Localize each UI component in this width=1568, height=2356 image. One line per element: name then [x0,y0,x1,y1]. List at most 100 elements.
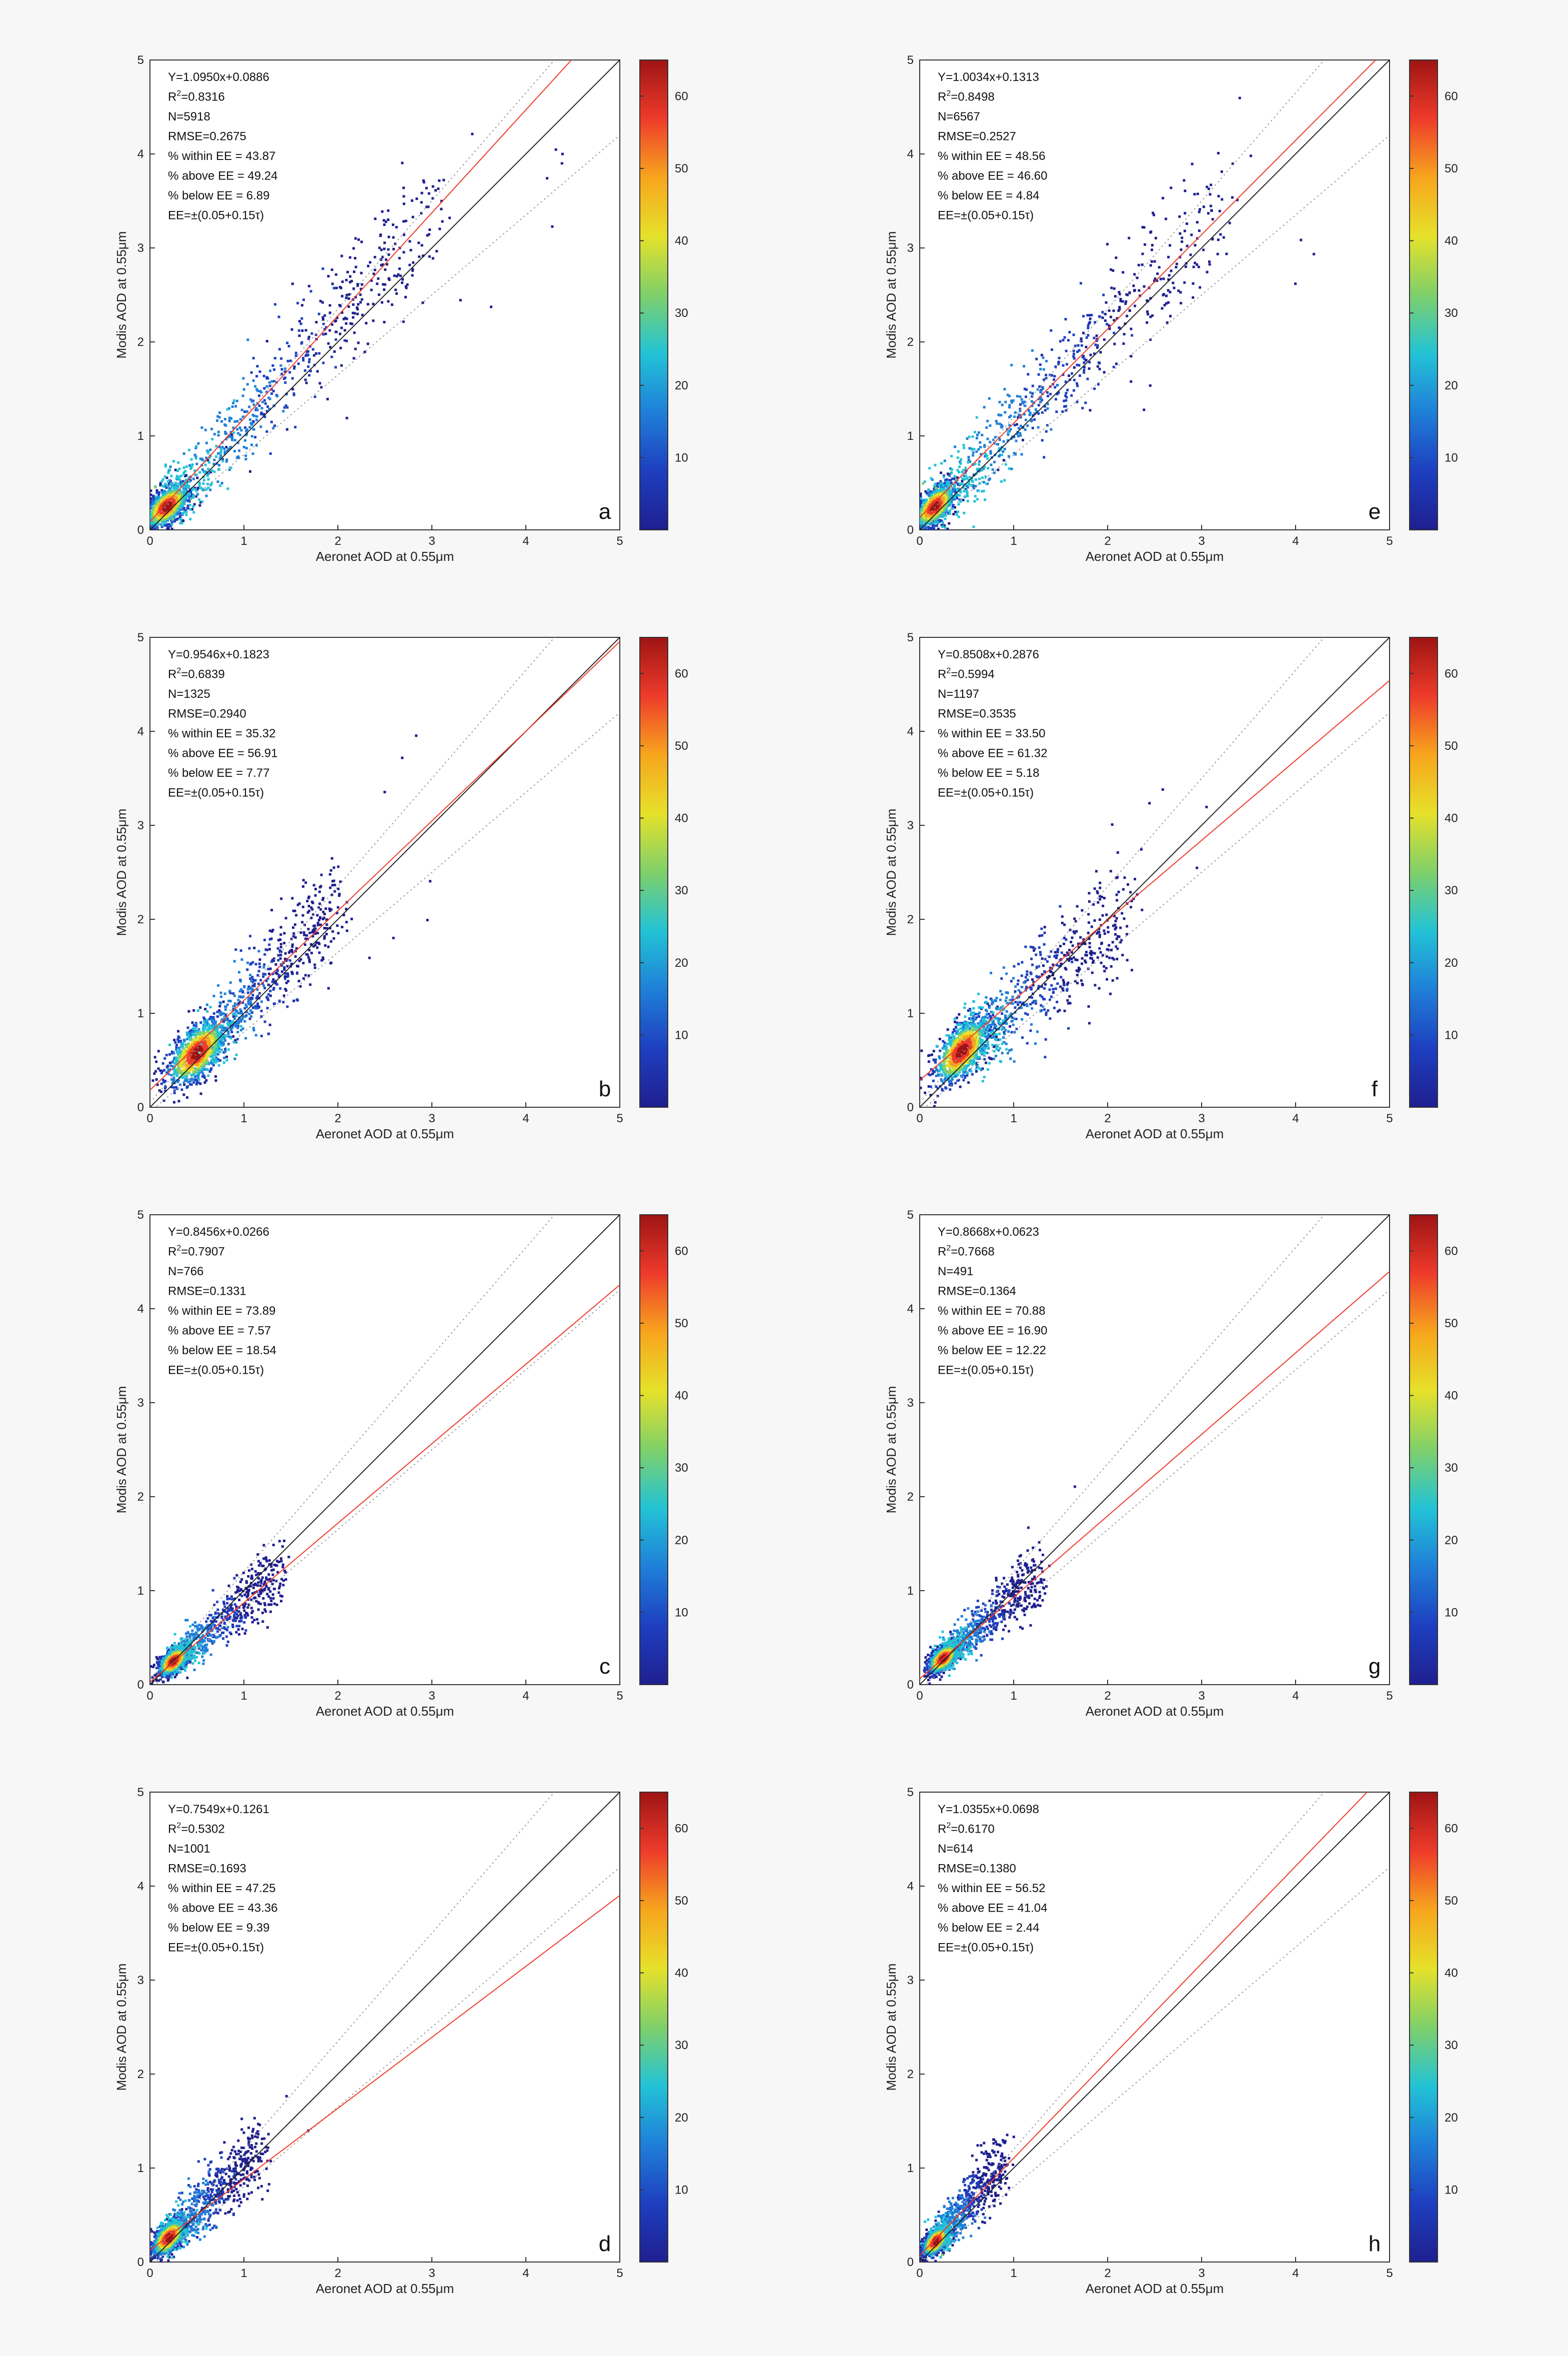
data-point [232,1008,235,1011]
data-point [1125,293,1128,296]
data-point [378,246,381,249]
data-point [1147,313,1149,315]
data-point [360,283,363,286]
data-point [983,444,986,447]
data-point [218,464,220,467]
data-point [331,930,334,933]
data-point [968,447,971,450]
data-point [352,247,355,250]
data-point [279,987,282,990]
data-point [1046,391,1049,394]
data-point [202,1045,205,1048]
data-point [317,919,320,922]
data-point [387,209,390,212]
data-point [981,476,984,479]
data-point [1089,314,1091,317]
data-point [247,1001,250,1004]
data-point [1063,405,1066,408]
data-point [1006,439,1009,442]
data-point [189,1058,192,1061]
data-point [182,1076,185,1079]
data-point [292,999,295,1002]
data-point [202,479,205,482]
data-point [1113,331,1116,334]
data-point [963,511,966,514]
data-point [187,1036,190,1039]
data-point [299,985,302,988]
data-point [1003,447,1006,450]
data-point [196,1072,199,1075]
data-point [229,466,232,469]
data-point [225,1028,228,1031]
ee-definition: EE=±(0.05+0.15τ) [168,209,264,222]
data-point [224,1018,227,1021]
data-point [263,938,266,941]
data-point [979,446,982,449]
data-point [978,460,981,463]
data-point [299,322,302,325]
data-point [374,217,377,220]
data-point [220,1039,223,1042]
data-point [411,274,414,277]
data-point [326,397,329,400]
data-point [163,1087,166,1090]
data-point [199,1039,202,1042]
data-point [316,370,319,373]
data-point [1007,433,1010,436]
data-point [340,326,343,329]
data-point [206,482,209,485]
y-tick-label: 3 [907,241,914,255]
data-point [223,447,226,450]
data-point [250,1011,253,1014]
x-tick-label: 3 [1198,534,1205,548]
data-point [941,489,944,492]
data-point [262,413,265,416]
data-point [304,974,307,977]
data-point [218,1009,221,1012]
data-point [249,977,252,980]
data-point [236,1038,239,1041]
data-point [255,407,258,410]
data-point [185,495,188,498]
data-point [944,479,947,481]
data-point [185,465,188,468]
data-point [166,519,169,522]
x-tick-label: 1 [240,1112,247,1125]
data-point [337,887,340,890]
data-point [1035,357,1038,360]
data-point [950,468,953,471]
data-point [1090,313,1093,316]
panel-letter: e [1369,499,1381,524]
data-point [183,485,186,488]
data-point [204,1047,207,1050]
data-point [168,1061,171,1064]
data-point [254,979,257,982]
data-point [345,317,348,320]
data-point [929,526,932,529]
data-point [205,1003,208,1006]
data-point [233,994,236,997]
data-point [161,1078,164,1081]
data-point [352,357,355,360]
data-point [395,226,398,228]
data-point [1222,236,1225,239]
data-point [352,316,354,319]
data-point [262,972,265,975]
data-point [200,1052,203,1055]
data-point [270,909,273,912]
data-point [186,1062,189,1065]
data-point [235,1025,238,1028]
data-point [306,900,309,903]
data-point [361,313,364,316]
data-point [202,482,205,485]
data-point [967,461,970,464]
data-point [166,523,169,526]
data-point [338,332,341,335]
data-point [209,488,212,491]
data-point [1113,342,1116,345]
data-point [256,974,259,977]
data-point [197,1009,199,1012]
data-point [211,438,214,440]
data-point [303,933,306,936]
